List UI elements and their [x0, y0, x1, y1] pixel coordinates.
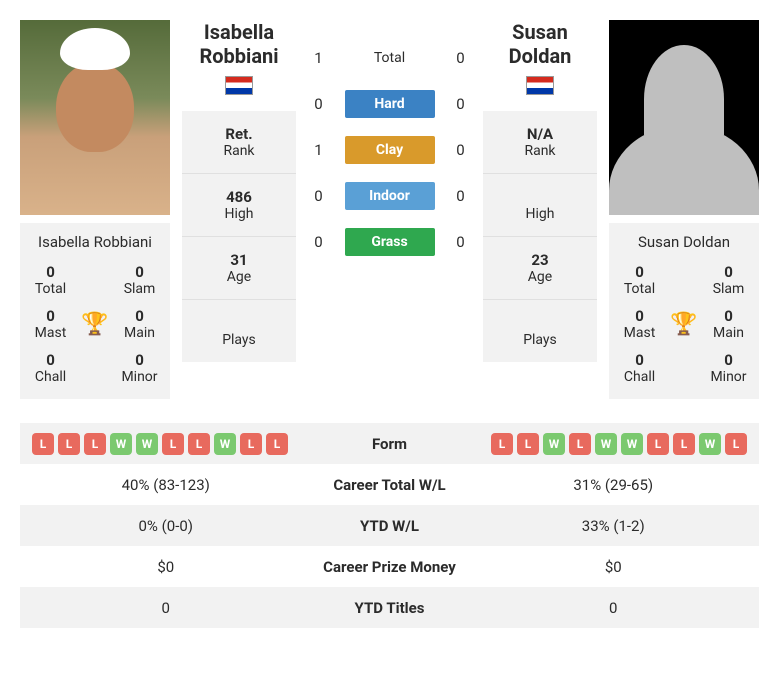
- h2h-row: 1 Clay 0: [308, 136, 471, 164]
- h2h-left-value: 0: [311, 233, 327, 251]
- player-name-right: Susan Doldan: [615, 233, 753, 251]
- player-titles-card-right: Susan Doldan 0Total 0Slam 0Mast 🏆 0Main …: [609, 223, 759, 399]
- table-row-ytd-wl: 0% (0-0) YTD W/L 33% (1-2): [20, 505, 759, 546]
- trophy-icon: 🏆: [664, 312, 704, 337]
- table-row-form: LLLWWLLWLL Form LLWLWWLLWL: [20, 423, 759, 464]
- titles-slam: 0Slam: [115, 263, 164, 297]
- form-badge: W: [136, 433, 158, 455]
- form-badge: W: [543, 433, 565, 455]
- player-name-left: Isabella Robbiani: [26, 233, 164, 251]
- table-row-career-wl: 40% (83-123) Career Total W/L 31% (29-65…: [20, 464, 759, 505]
- surface-label: Hard: [345, 90, 435, 118]
- titles-slam: 0Slam: [704, 263, 753, 297]
- h2h-right-value: 0: [453, 233, 469, 251]
- form-badge: W: [214, 433, 236, 455]
- form-badge: L: [240, 433, 262, 455]
- table-row-prize: $0 Career Prize Money $0: [20, 546, 759, 587]
- form-badge: W: [699, 433, 721, 455]
- titles-total: 0Total: [26, 263, 75, 297]
- titles-main: 0Main: [704, 307, 753, 341]
- titles-mast: 0Mast: [615, 307, 664, 341]
- head-to-head-column: 1 Total 0 0 Hard 0 1 Clay 0 0 Indoor 0 0 Grass 0: [308, 20, 471, 256]
- form-badge: L: [673, 433, 695, 455]
- form-badge: L: [266, 433, 288, 455]
- surface-label: Indoor: [345, 182, 435, 210]
- titles-main: 0Main: [115, 307, 164, 341]
- h2h-row: 1 Total 0: [308, 44, 471, 72]
- form-badge: L: [162, 433, 184, 455]
- h2h-left-value: 0: [311, 187, 327, 205]
- player-photo-right: [609, 20, 759, 215]
- left-player-meta: Isabella Robbiani Ret.Rank 486High 31Age…: [182, 20, 296, 362]
- titles-minor: 0Minor: [115, 351, 164, 385]
- table-row-ytd-titles: 0 YTD Titles 0: [20, 587, 759, 628]
- form-badge: W: [595, 433, 617, 455]
- left-player-column: Isabella Robbiani 0Total 0Slam 0Mast 🏆 0…: [20, 20, 170, 399]
- player-titles-card-left: Isabella Robbiani 0Total 0Slam 0Mast 🏆 0…: [20, 223, 170, 399]
- titles-chall: 0Chall: [615, 351, 664, 385]
- h2h-right-value: 0: [453, 49, 469, 67]
- form-badge: L: [84, 433, 106, 455]
- surface-label: Grass: [345, 228, 435, 256]
- titles-minor: 0Minor: [704, 351, 753, 385]
- h2h-row: 0 Hard 0: [308, 90, 471, 118]
- h2h-row: 0 Indoor 0: [308, 182, 471, 210]
- right-player-meta: Susan Doldan N/ARank High 23Age Plays: [483, 20, 597, 362]
- form-badge: L: [569, 433, 591, 455]
- form-badge: L: [32, 433, 54, 455]
- player-stats-card-left: Ret.Rank 486High 31Age Plays: [182, 111, 296, 362]
- h2h-left-value: 0: [311, 95, 327, 113]
- flag-icon: [526, 76, 554, 95]
- form-badge: L: [58, 433, 80, 455]
- titles-mast: 0Mast: [26, 307, 75, 341]
- h2h-row: 0 Grass 0: [308, 228, 471, 256]
- form-badges-left: LLLWWLLWLL: [32, 433, 300, 455]
- h2h-left-value: 1: [311, 49, 327, 67]
- h2h-right-value: 0: [453, 95, 469, 113]
- h2h-left-value: 1: [311, 141, 327, 159]
- form-badges-right: LLWLWWLLWL: [480, 433, 748, 455]
- form-badge: W: [110, 433, 132, 455]
- form-badge: L: [491, 433, 513, 455]
- form-badge: W: [621, 433, 643, 455]
- form-badge: L: [517, 433, 539, 455]
- surface-label: Total: [345, 44, 435, 72]
- titles-chall: 0Chall: [26, 351, 75, 385]
- form-badge: L: [725, 433, 747, 455]
- comparison-header: Isabella Robbiani 0Total 0Slam 0Mast 🏆 0…: [20, 20, 759, 399]
- h2h-right-value: 0: [453, 141, 469, 159]
- row-label: Form: [300, 435, 480, 453]
- player-name-heading-left: Isabella Robbiani: [182, 20, 296, 95]
- player-photo-left: [20, 20, 170, 215]
- player-stats-card-right: N/ARank High 23Age Plays: [483, 111, 597, 362]
- surface-label: Clay: [345, 136, 435, 164]
- comparison-table: LLLWWLLWLL Form LLWLWWLLWL 40% (83-123) …: [20, 423, 759, 628]
- player-name-heading-right: Susan Doldan: [483, 20, 597, 95]
- h2h-right-value: 0: [453, 187, 469, 205]
- form-badge: L: [188, 433, 210, 455]
- flag-icon: [225, 76, 253, 95]
- trophy-icon: 🏆: [75, 312, 115, 337]
- right-player-column: Susan Doldan 0Total 0Slam 0Mast 🏆 0Main …: [609, 20, 759, 399]
- form-badge: L: [647, 433, 669, 455]
- titles-total: 0Total: [615, 263, 664, 297]
